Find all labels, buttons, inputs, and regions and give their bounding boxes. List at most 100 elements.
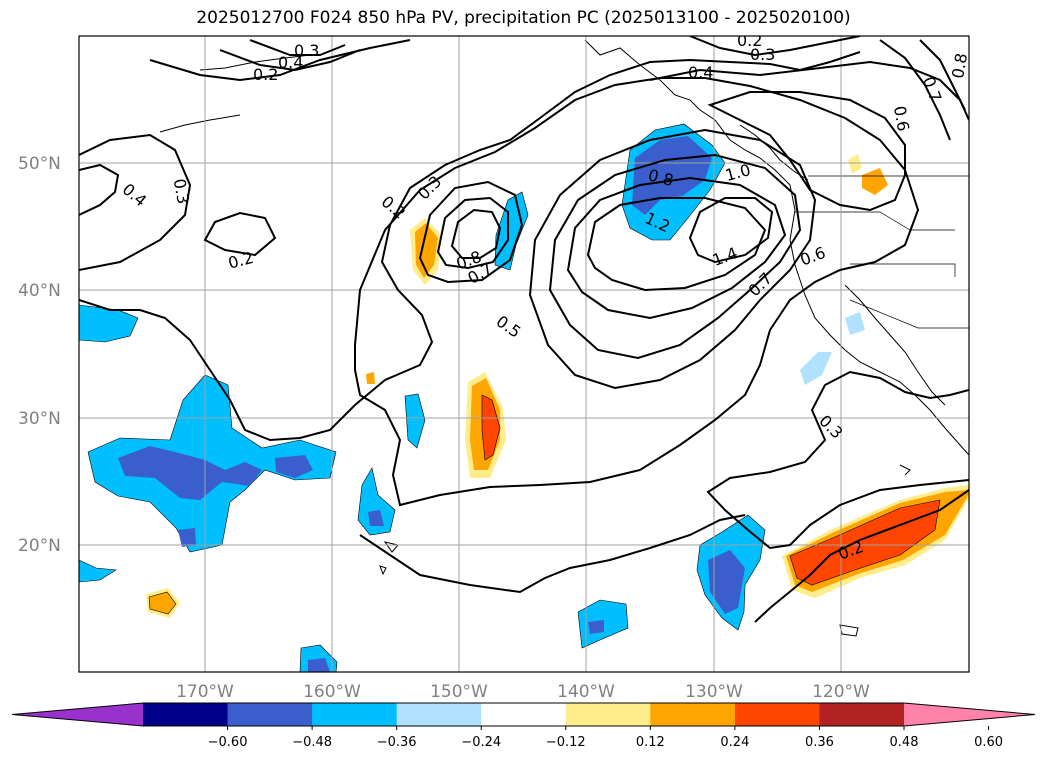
colorbar-tick-label: 0.60 <box>974 735 1003 750</box>
pv-contour-line <box>79 163 120 216</box>
lon-label: 160°W <box>303 682 361 702</box>
coastline <box>899 464 911 476</box>
contour-label: 0.4 <box>278 53 303 72</box>
coastline <box>379 565 387 576</box>
pv-contour-line <box>79 133 192 271</box>
coastline <box>199 54 311 71</box>
longitude-labels: 170°W 160°W 150°W 140°W 130°W 120°W <box>176 682 870 702</box>
contour-label: 0.2 <box>253 65 278 84</box>
pv-contour-line <box>249 39 346 56</box>
colorbar-tick-label: 0.24 <box>720 735 749 750</box>
pv-contour-line <box>149 39 411 82</box>
colorbar-tick-label: −0.12 <box>546 735 586 750</box>
colorbar-segment <box>143 703 229 726</box>
colorbar-tick-label: 0.48 <box>890 735 919 750</box>
contour-label: 0.3 <box>170 177 193 205</box>
colorbar-tick-label: 0.12 <box>636 735 665 750</box>
border <box>850 263 956 277</box>
precipitation-shading <box>79 123 969 672</box>
pv-contour-line <box>649 60 969 121</box>
pv-contour-line <box>450 208 502 259</box>
negative-anomaly-region <box>357 467 396 536</box>
coastlines <box>159 39 969 637</box>
latitude-labels: 50°N 40°N 30°N 20°N <box>18 154 61 556</box>
colorbar-segment <box>481 703 567 726</box>
negative-anomaly-region <box>118 446 262 500</box>
coastline <box>844 284 946 406</box>
coastline <box>584 39 969 456</box>
colorbar-segment <box>565 703 651 726</box>
lon-label: 130°W <box>685 682 743 702</box>
colorbar-min-extension <box>12 703 143 726</box>
state-borders <box>795 175 969 329</box>
pv-contour-line <box>418 180 524 284</box>
negative-anomaly-region <box>368 510 384 526</box>
pv-contour-line <box>528 128 817 390</box>
pv-contour-line <box>359 514 746 594</box>
pv-contours <box>79 36 969 623</box>
positive-anomaly-region <box>862 168 888 195</box>
negative-anomaly-region <box>404 393 426 449</box>
coastline <box>383 541 399 553</box>
colorbar-segment <box>396 703 482 726</box>
colorbar-outline <box>11 702 1036 727</box>
colorbar-tick-label: −0.24 <box>461 735 501 750</box>
border <box>849 299 969 329</box>
pv-contour-line <box>203 211 277 257</box>
colorbar-tick-label: −0.36 <box>377 735 417 750</box>
positive-anomaly-region <box>481 394 501 461</box>
pv-contour-line <box>879 39 951 141</box>
lat-label: 20°N <box>18 536 61 556</box>
negative-anomaly-region <box>708 550 745 614</box>
pv-contour-line <box>586 197 767 292</box>
contour-label: 0.2 <box>737 31 762 50</box>
lon-label: 170°W <box>176 682 234 702</box>
coastline <box>739 124 809 181</box>
lon-label: 120°W <box>812 682 870 702</box>
negative-anomaly-region <box>275 455 313 478</box>
contour-label: 0.4 <box>688 63 713 82</box>
pv-contour-line <box>548 153 802 360</box>
positive-anomaly-region <box>366 372 375 384</box>
positive-anomaly-region <box>848 154 862 174</box>
negative-anomaly-region <box>178 528 196 547</box>
lat-label: 40°N <box>18 281 61 301</box>
colorbar-max-extension <box>904 703 1035 726</box>
map-frame <box>78 35 970 673</box>
colorbar-segment <box>227 703 313 726</box>
positive-anomaly-region <box>789 499 941 586</box>
pv-contour-line <box>566 176 787 320</box>
pv-contour-line <box>79 51 861 442</box>
positive-anomaly-region <box>148 591 177 615</box>
pv-contour-line <box>354 77 920 507</box>
pv-contour-line <box>754 489 969 623</box>
negative-anomaly-region <box>632 136 712 215</box>
contour-label: 0.8 <box>948 52 971 80</box>
pv-contour-line <box>436 196 509 270</box>
colorbar-tick-label: −0.60 <box>208 735 248 750</box>
lat-label: 50°N <box>18 154 61 174</box>
pv-contour-line <box>706 370 969 550</box>
lat-label: 30°N <box>18 409 61 429</box>
colorbar-tick-label: 0.36 <box>805 735 834 750</box>
pv-contour-line <box>689 36 861 57</box>
gridlines <box>79 36 969 672</box>
negative-anomaly-region <box>845 312 865 335</box>
pv-contour-line <box>919 39 966 111</box>
colorbar-segment <box>734 703 820 726</box>
pv-contour-line <box>688 197 774 264</box>
lon-label: 140°W <box>557 682 615 702</box>
coastline <box>159 114 241 133</box>
colorbar-segment <box>650 703 736 726</box>
colorbar-tick-label: −0.48 <box>292 735 332 750</box>
colorbar: −0.60 −0.48 −0.36 −0.24 −0.12 0.12 0.24 0.36 0.4… <box>11 702 1036 750</box>
colorbar-segment <box>819 703 905 726</box>
contour-label: 0.6 <box>890 104 913 132</box>
negative-anomaly-region <box>308 658 330 672</box>
negative-anomaly-region <box>588 620 604 634</box>
map-title: 2025012700 F024 850 hPa PV, precipitatio… <box>196 8 851 28</box>
border <box>795 211 955 231</box>
pv-contour-line <box>219 49 361 72</box>
negative-anomaly-region <box>79 559 117 583</box>
